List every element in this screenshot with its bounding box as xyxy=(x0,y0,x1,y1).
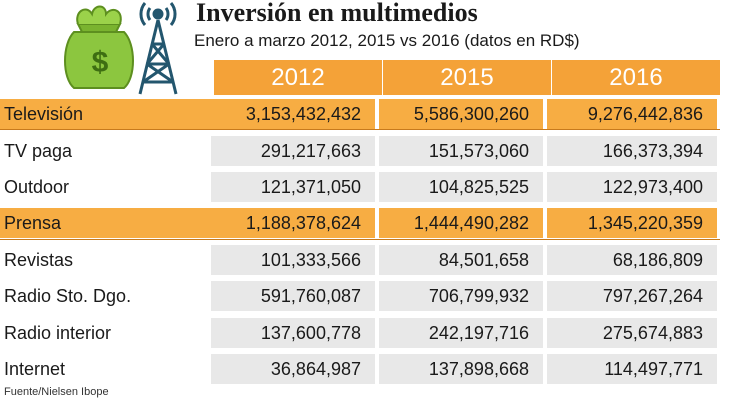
table-cell: 9,276,442,836 xyxy=(547,99,717,130)
table-cell: 68,186,809 xyxy=(547,244,717,275)
header-illustration: $ xyxy=(60,0,190,98)
table-row-prensa: Prensa 1,188,378,624 1,444,490,282 1,345… xyxy=(0,205,720,241)
table-cell: 797,267,264 xyxy=(547,281,717,312)
table-cell: 166,373,394 xyxy=(547,135,717,166)
table-cell: 151,573,060 xyxy=(379,135,543,166)
row-label: Outdoor xyxy=(0,171,211,202)
table-cell: 275,674,883 xyxy=(547,317,717,348)
table-cell: 114,497,771 xyxy=(547,353,717,384)
table-row-radio-sto-dgo: Radio Sto. Dgo. 591,760,087 706,799,932 … xyxy=(0,278,720,314)
column-header-2016: 2016 xyxy=(609,64,663,91)
table-row-internet: Internet 36,864,987 137,898,668 114,497,… xyxy=(0,351,720,387)
table-cell: 84,501,658 xyxy=(379,244,543,275)
table-cell: 591,760,087 xyxy=(211,281,375,312)
table-cell: 3,153,432,432 xyxy=(211,99,375,130)
table-row-outdoor: Outdoor 121,371,050 104,825,525 122,973,… xyxy=(0,169,720,205)
row-label: Prensa xyxy=(0,208,211,239)
row-label: TV paga xyxy=(0,135,211,166)
table-row-television: Televisión 3,153,432,432 5,586,300,260 9… xyxy=(0,96,720,132)
table-row-revistas: Revistas 101,333,566 84,501,658 68,186,8… xyxy=(0,242,720,278)
table-cell: 104,825,525 xyxy=(379,171,543,202)
column-header-bar: 2012 2015 2016 xyxy=(214,60,720,95)
table-cell: 291,217,663 xyxy=(211,135,375,166)
row-label: Internet xyxy=(0,353,211,384)
column-header-2015: 2015 xyxy=(440,64,494,91)
column-header-2012: 2012 xyxy=(271,64,325,91)
table-cell: 1,345,220,359 xyxy=(547,208,717,239)
data-table: Televisión 3,153,432,432 5,586,300,260 9… xyxy=(0,96,720,387)
row-label: Radio Sto. Dgo. xyxy=(0,281,211,312)
money-bag-icon: $ xyxy=(64,5,134,89)
table-cell: 121,371,050 xyxy=(211,171,375,202)
row-label: Televisión xyxy=(0,99,211,130)
chart-subtitle: Enero a marzo 2012, 2015 vs 2016 (datos … xyxy=(194,31,580,50)
row-label: Revistas xyxy=(0,244,211,275)
table-cell: 36,864,987 xyxy=(211,353,375,384)
table-cell: 137,898,668 xyxy=(379,353,543,384)
source-note: Fuente/Nielsen Ibope xyxy=(4,386,109,398)
table-cell: 101,333,566 xyxy=(211,244,375,275)
table-row-tv-paga: TV paga 291,217,663 151,573,060 166,373,… xyxy=(0,132,720,168)
row-label: Radio interior xyxy=(0,317,211,348)
table-cell: 5,586,300,260 xyxy=(379,99,543,130)
table-cell: 706,799,932 xyxy=(379,281,543,312)
table-cell: 1,188,378,624 xyxy=(211,208,375,239)
radio-tower-icon xyxy=(138,2,178,95)
table-cell: 242,197,716 xyxy=(379,317,543,348)
table-cell: 122,973,400 xyxy=(547,171,717,202)
table-row-radio-interior: Radio interior 137,600,778 242,197,716 2… xyxy=(0,314,720,350)
dollar-sign: $ xyxy=(92,46,109,79)
table-cell: 137,600,778 xyxy=(211,317,375,348)
chart-title: Inversión en multimedios xyxy=(196,0,478,27)
table-cell: 1,444,490,282 xyxy=(379,208,543,239)
